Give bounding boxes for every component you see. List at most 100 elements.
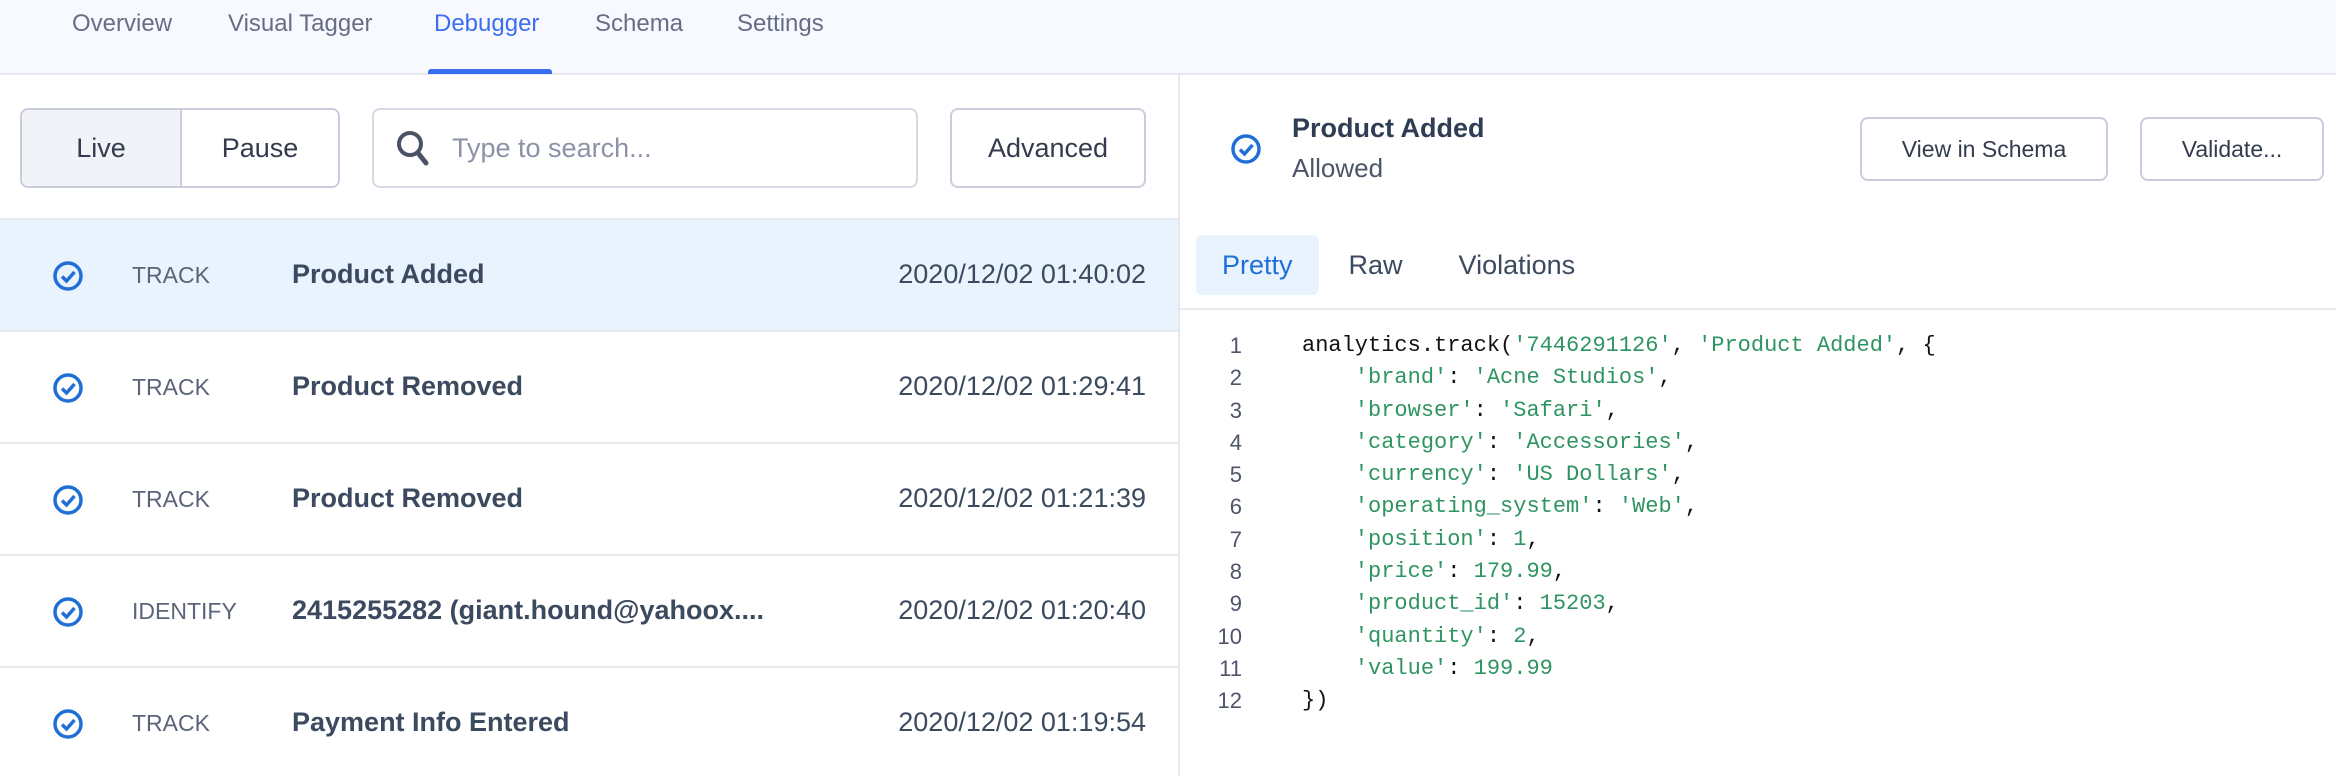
code-token — [1302, 656, 1355, 681]
pause-button[interactable]: Pause — [221, 132, 299, 163]
code-token: 'brand' — [1354, 365, 1448, 391]
check-circle-icon — [52, 708, 84, 745]
code-line: 2 'brand': 'Acne Studios', — [1180, 362, 1936, 394]
code-token: 'Product Added' — [1698, 333, 1897, 358]
code-token — [1302, 624, 1355, 649]
code-token: 'value' — [1354, 655, 1448, 681]
line-content: 'product_id': 15203, — [1302, 588, 1619, 620]
tab-settings[interactable]: Settings — [737, 10, 824, 37]
code-token: , — [1526, 526, 1540, 552]
code-token: : — [1486, 429, 1514, 455]
check-circle-icon — [1230, 133, 1262, 170]
tab-schema[interactable]: Schema — [595, 10, 684, 37]
line-number: 2 — [1229, 365, 1242, 391]
event-row[interactable]: IDENTIFY 2415255282 (giant.hound@yahoox.… — [0, 554, 1178, 666]
advanced-button[interactable]: Advanced — [950, 108, 1146, 188]
line-content: 'position': 1, — [1302, 524, 1540, 556]
event-row[interactable]: TRACK Product Added 2020/12/02 01:40:02 — [0, 218, 1178, 330]
line-number: 12 — [1217, 688, 1242, 714]
line-number: 10 — [1217, 623, 1242, 649]
line-content: }) — [1302, 685, 1328, 717]
event-time: 2020/12/02 01:20:40 — [898, 595, 1146, 625]
tab-raw[interactable]: Raw — [1348, 249, 1403, 280]
code-token: : — [1447, 655, 1474, 681]
event-type: IDENTIFY — [132, 598, 237, 624]
code-line: 4 'category': 'Accessories', — [1180, 427, 1936, 459]
code-token: 'category' — [1354, 429, 1487, 455]
code-token: 'Safari' — [1500, 397, 1606, 423]
event-row[interactable]: TRACK Payment Info Entered 2020/12/02 01… — [0, 666, 1178, 778]
line-number: 3 — [1229, 397, 1242, 423]
code-token: 'quantity' — [1354, 623, 1487, 649]
line-content: 'category': 'Accessories', — [1302, 427, 1698, 459]
search-input[interactable] — [452, 132, 872, 164]
code-token: 179.99 — [1473, 559, 1553, 585]
code-token: , — [1671, 462, 1685, 488]
code-token: 199.99 — [1473, 655, 1553, 681]
code-token — [1302, 365, 1355, 390]
view-in-schema-button[interactable]: View in Schema — [1860, 117, 2108, 181]
code-token: : — [1473, 397, 1501, 423]
code-token: analytics.track( — [1302, 333, 1514, 358]
validate-button[interactable]: Validate... — [2140, 117, 2324, 181]
divider — [1180, 308, 2336, 310]
event-row[interactable]: TRACK Product Removed 2020/12/02 01:29:4… — [0, 330, 1178, 442]
live-button[interactable]: Live — [22, 110, 182, 186]
event-name: Payment Info Entered — [292, 707, 570, 737]
line-content: 'brand': 'Acne Studios', — [1302, 362, 1672, 394]
code-token: 15203 — [1539, 591, 1606, 617]
event-time: 2020/12/02 01:40:02 — [898, 259, 1146, 289]
code-line: 1 analytics.track('7446291126', 'Product … — [1180, 330, 1936, 362]
code-token: : — [1592, 494, 1619, 520]
event-name: Product Removed — [292, 371, 524, 401]
line-number: 7 — [1229, 526, 1242, 552]
code-line: 9 'product_id': 15203, — [1180, 588, 1936, 620]
line-content: 'browser': 'Safari', — [1302, 395, 1619, 427]
event-type: TRACK — [132, 710, 210, 736]
code-token: '7446291126' — [1513, 333, 1672, 358]
code-token: 'product_id' — [1354, 591, 1514, 617]
code-token: : — [1513, 591, 1540, 617]
code-line: 5 'currency': 'US Dollars', — [1180, 459, 1936, 491]
code-view: 1 analytics.track('7446291126', 'Product … — [1180, 330, 1936, 718]
check-circle-icon — [52, 596, 84, 633]
line-content: 'currency': 'US Dollars', — [1302, 459, 1685, 491]
code-token: 'currency' — [1354, 462, 1487, 488]
tab-pretty[interactable]: Pretty — [1196, 235, 1319, 295]
tab-overview[interactable]: Overview — [72, 10, 173, 37]
tab-visual-tagger[interactable]: Visual Tagger — [228, 10, 373, 37]
live-pause-toggle: Live Pause — [20, 108, 340, 188]
code-token — [1302, 398, 1355, 423]
check-circle-icon — [52, 484, 84, 521]
line-content: 'price': 179.99, — [1302, 556, 1566, 588]
event-list: TRACK Product Added 2020/12/02 01:40:02 … — [0, 218, 1178, 778]
event-time: 2020/12/02 01:29:41 — [898, 371, 1146, 401]
event-type: TRACK — [132, 486, 210, 512]
code-token: 'Accessories' — [1513, 429, 1685, 455]
event-row[interactable]: TRACK Product Removed 2020/12/02 01:21:3… — [0, 442, 1178, 554]
event-type: TRACK — [132, 374, 210, 400]
code-token: , — [1552, 559, 1567, 585]
code-line: 12}) — [1180, 685, 1936, 717]
code-token — [1302, 591, 1355, 616]
search-icon — [397, 131, 429, 166]
tab-debugger[interactable]: Debugger — [434, 10, 540, 37]
code-token: 'US Dollars' — [1513, 462, 1672, 488]
line-number: 6 — [1229, 494, 1242, 520]
tab-violations[interactable]: Violations — [1458, 249, 1576, 280]
line-number: 1 — [1229, 333, 1242, 358]
code-token — [1302, 527, 1355, 552]
event-name: Product Added — [292, 259, 485, 289]
line-content: 'quantity': 2, — [1302, 621, 1540, 653]
code-token: 'operating_system' — [1354, 494, 1593, 520]
event-type: TRACK — [132, 262, 210, 288]
code-token: , — [1684, 429, 1699, 455]
line-number: 9 — [1229, 591, 1242, 617]
line-content: 'operating_system': 'Web', — [1302, 491, 1698, 523]
line-number: 8 — [1229, 559, 1242, 585]
code-token — [1302, 559, 1355, 584]
active-tab-indicator — [428, 69, 552, 74]
code-token: : — [1486, 462, 1514, 488]
code-token: }) — [1302, 688, 1329, 714]
event-status: Allowed — [1292, 153, 1384, 183]
